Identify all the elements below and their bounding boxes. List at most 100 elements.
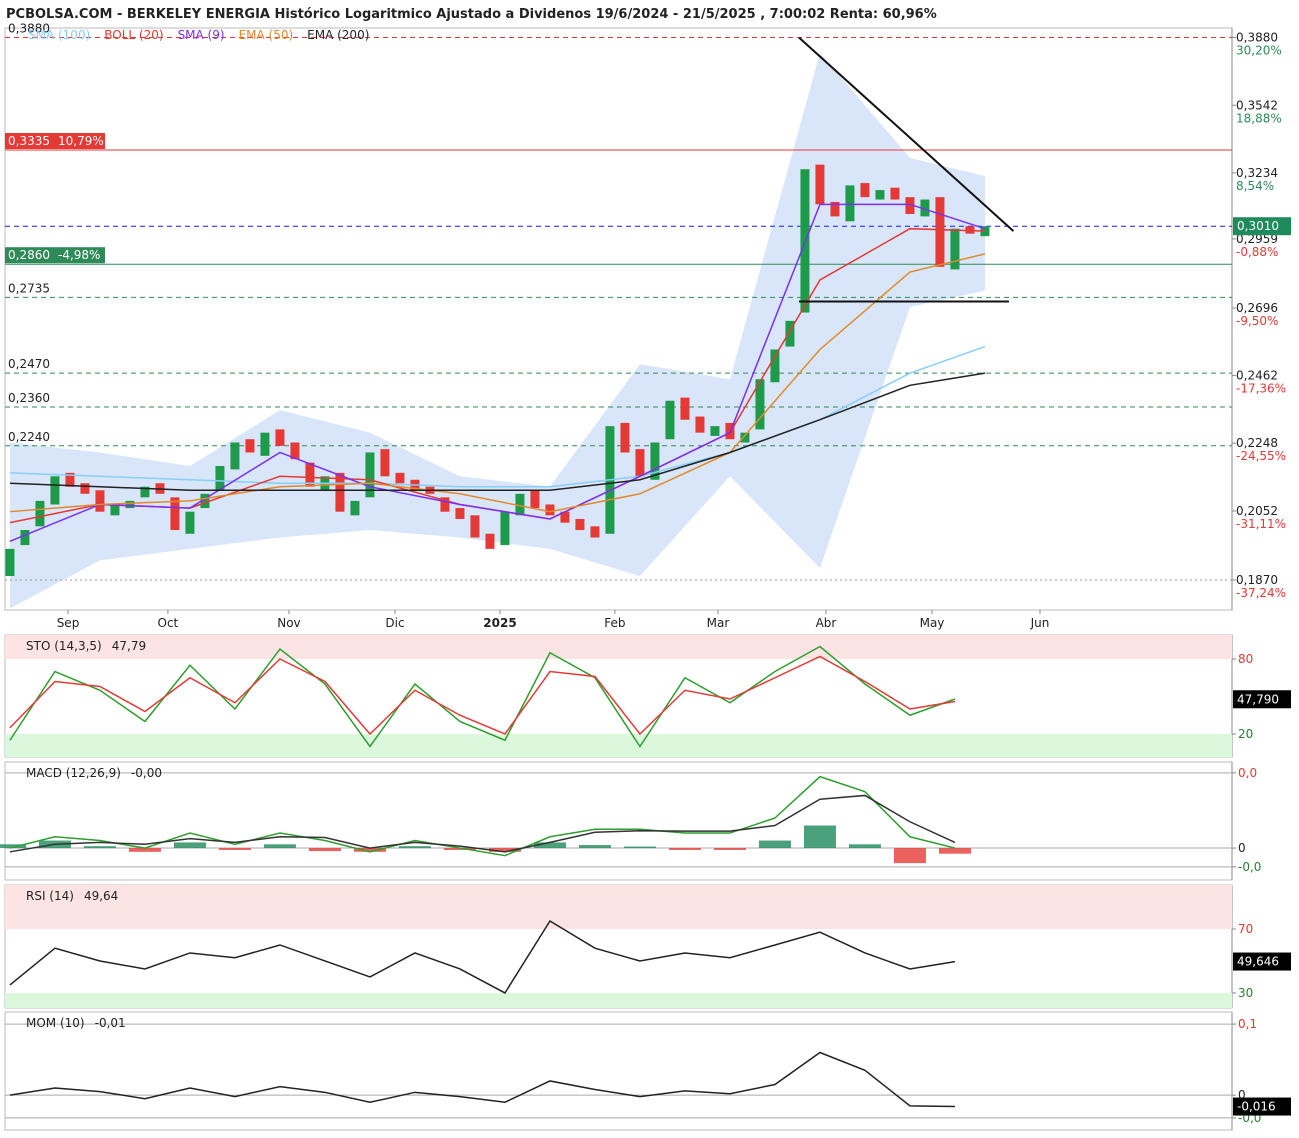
legend-entry: SMA (100) [28,28,90,42]
candle [95,490,105,512]
candle [350,500,360,516]
y-tick-label: 80 [1238,652,1253,666]
candle [260,432,270,456]
candle [635,449,645,477]
last-value-label: -0,016 [1237,1100,1276,1114]
indicator-line [9,345,986,488]
legend-entry: EMA (200) [307,28,369,42]
y-tick-change: -24,55% [1236,449,1286,463]
histogram-bar [893,848,926,864]
histogram-bar [263,844,296,849]
y-tick-label: 0,0 [1238,766,1257,780]
candle [815,164,825,205]
trendline [798,36,1015,232]
x-tick-label: Oct [158,616,179,630]
current-price-box [1233,217,1291,236]
last-value-box [1233,1097,1291,1116]
panel-value: 49,64 [84,889,118,903]
histogram-bar [0,844,26,849]
histogram-bar [578,845,611,849]
legend-entry: SMA (9) [178,28,225,42]
legend-entry: EMA (50) [239,28,294,42]
level-label-box [5,133,105,150]
candle [20,530,30,546]
candle [335,472,345,512]
candle [950,228,960,270]
level-label: 0,2860 [8,248,50,262]
indicator-line [9,775,956,857]
level-label: 0,3880 [8,22,50,36]
x-tick-label: Feb [604,616,625,630]
x-tick-label: Jun [1030,616,1050,630]
candle [140,486,150,498]
y-tick-change: 18,88% [1236,111,1282,125]
candle [665,400,675,440]
y-tick-label: 0,2696 [1236,301,1278,315]
candle [380,449,390,477]
histogram-bar [938,848,971,854]
y-tick-label: 70 [1238,922,1253,936]
candle [125,500,135,509]
candle [770,349,780,383]
x-tick-label: Abr [816,616,837,630]
last-value-label: 49,646 [1237,955,1279,969]
candle [830,201,840,217]
histogram-bar [218,848,251,850]
legend-entry: BOLL (20) [104,28,163,42]
oversold-zone [5,734,1232,757]
candle [5,548,15,577]
candle [575,518,585,531]
x-tick-label: Nov [277,616,300,630]
candle [200,493,210,509]
histogram-bar [713,848,746,850]
y-tick-change: 8,54% [1236,179,1274,193]
panel-value: -0,00 [131,766,162,780]
candle [845,185,855,222]
level-change: 10,79% [58,134,104,148]
histogram-bar [443,848,476,850]
candle [680,397,690,420]
histogram-bar [173,842,206,849]
candle [980,226,990,237]
panel-value: 47,79 [112,639,146,653]
histogram-bar [353,848,386,852]
indicator-line [9,203,986,542]
indicator-line [9,645,956,748]
candle [500,511,510,546]
y-tick-label: 0 [1238,1088,1246,1102]
histogram-bar [533,842,566,849]
candle [935,197,945,267]
histogram-bar [848,844,881,849]
candle [920,199,930,217]
x-tick-label: 2025 [483,616,516,630]
candle [695,416,705,433]
level-label: 0,2360 [8,391,50,405]
candle [905,197,915,214]
indicator-line [9,1051,955,1108]
candle [545,504,555,516]
level-label: 0,2240 [8,430,50,444]
y-tick-change: -9,50% [1236,314,1278,328]
overbought-zone [5,635,1232,659]
candle [305,462,315,487]
y-tick-label: 0,3542 [1236,98,1278,112]
candle [35,500,45,527]
y-tick-label: -0,0 [1238,860,1261,874]
panel-title: STO (14,3,5) [26,639,102,653]
x-tick-label: Sep [57,616,80,630]
y-tick-change: 30,20% [1236,44,1282,58]
histogram-bar [668,848,701,850]
candle [755,379,765,430]
histogram-bar [758,840,791,849]
candle [440,497,450,512]
candle [620,422,630,453]
candle [590,526,600,538]
y-tick-change: -37,24% [1236,586,1286,600]
candle [230,442,240,470]
histogram-bar [488,848,521,852]
candle [65,472,75,487]
y-tick-label: 30 [1238,986,1253,1000]
candle [875,190,885,200]
